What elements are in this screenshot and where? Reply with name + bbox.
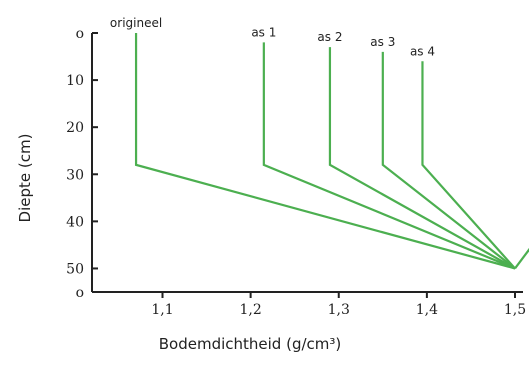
- axes-layer: [91, 33, 523, 293]
- y-tick-label: 40: [66, 214, 84, 230]
- x-tick-label: 1,1: [151, 302, 173, 318]
- x-tick-label: 1,2: [239, 302, 261, 318]
- y-tick-label: o: [76, 285, 84, 301]
- x-axis-title: Bodemdichtheid (g/cm³): [159, 335, 342, 353]
- series-line: [134, 33, 516, 270]
- y-tick-label: o: [76, 26, 84, 42]
- series-line: [421, 61, 516, 270]
- y-tick-label: 10: [66, 73, 84, 89]
- series-layer: [134, 33, 529, 270]
- y-tick-label: 20: [66, 120, 84, 136]
- series-line: [381, 51, 516, 270]
- series-line: [262, 42, 516, 270]
- y-tick-label: 50: [66, 261, 84, 277]
- series-label: as 3: [370, 35, 395, 49]
- ticks-layer: o 10 20 30 40 50 o 1,1 1,2 1,3 1,4 1,5: [66, 26, 526, 318]
- y-axis-title: Diepte (cm): [16, 134, 34, 223]
- series-label: as 4: [410, 44, 435, 58]
- y-tick-label: 30: [66, 167, 84, 183]
- x-tick-label: 1,3: [328, 302, 350, 318]
- x-tick-label: 1,5: [504, 302, 526, 318]
- series-line: [328, 47, 516, 270]
- series-line: [514, 247, 529, 270]
- labels-layer: origineel as 1 as 2 as 3 as 4: [110, 16, 435, 58]
- series-label: origineel: [110, 16, 162, 30]
- series-label: as 2: [317, 30, 342, 44]
- x-tick-label: 1,4: [416, 302, 438, 318]
- series-label: as 1: [251, 25, 276, 39]
